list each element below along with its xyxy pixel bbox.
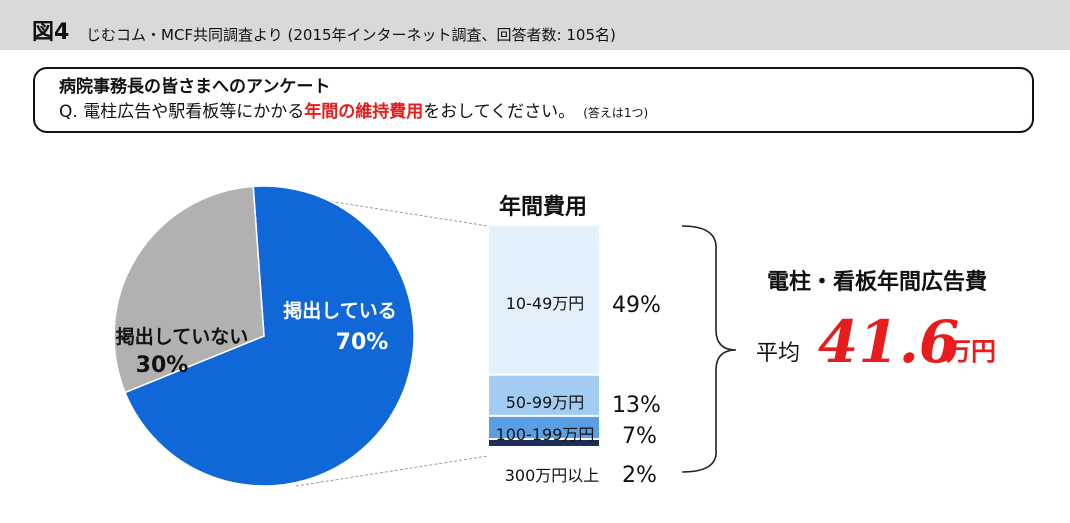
pie-value-posted: 70% — [336, 330, 389, 355]
question-text: Q. 電柱広告や駅看板等にかかる年間の維持費用をおしてください。 (答えは1つ) — [59, 101, 648, 124]
curly-brace — [681, 225, 737, 473]
question-note: (答えは1つ) — [583, 106, 649, 120]
question-text-before: Q. 電柱広告や駅看板等にかかる — [59, 102, 305, 122]
header-bar — [0, 0, 1070, 50]
connector-line-bottom — [295, 455, 489, 487]
bar-category-50-99: 50-99万円 — [506, 393, 585, 412]
question-text-after: をおしてください。 — [423, 102, 576, 122]
average-prefix: 平均 — [756, 341, 800, 366]
question-title: 病院事務長の皆さまへのアンケート — [59, 77, 331, 97]
bar-value-10-49: 49% — [612, 293, 661, 318]
pie-slice-not-posted — [113, 185, 265, 394]
bar-value-50-99: 13% — [612, 393, 661, 418]
pie-label-posted: 掲出している — [283, 299, 396, 322]
question-box: 病院事務長の皆さまへのアンケート Q. 電柱広告や駅看板等にかかる年間の維持費用… — [33, 67, 1034, 133]
bar-title: 年間費用 — [499, 194, 587, 220]
bar-category-10-49: 10-49万円 — [506, 294, 585, 313]
figure-number: 図4 — [32, 20, 70, 45]
bar-value-100-199: 7% — [622, 424, 657, 449]
average-unit: 万円 — [946, 337, 996, 366]
summary-title: 電柱・看板年間広告費 — [767, 269, 987, 295]
figure-source: じむコム・MCF共同調査より (2015年インターネット調査、回答者数: 105… — [86, 26, 616, 44]
pie-slice-posted — [124, 185, 415, 487]
bar-segment-50-99 — [489, 375, 599, 415]
pie-label-not-posted: 掲出していない — [116, 325, 248, 348]
pie-value-not-posted: 30% — [136, 353, 189, 378]
bar-segment-100-199 — [489, 416, 599, 438]
bar-category-300-plus: 300万円以上 — [505, 466, 600, 485]
question-emphasis: 年間の維持費用 — [304, 102, 424, 122]
bar-category-100-199: 100-199万円 — [496, 425, 595, 444]
bar-segment-10-49 — [489, 226, 599, 374]
average-value: 41.6 — [818, 308, 959, 376]
bar-value-300-plus: 2% — [622, 463, 657, 488]
bar-segment-300-plus — [489, 439, 599, 446]
pie-chart — [113, 185, 415, 487]
